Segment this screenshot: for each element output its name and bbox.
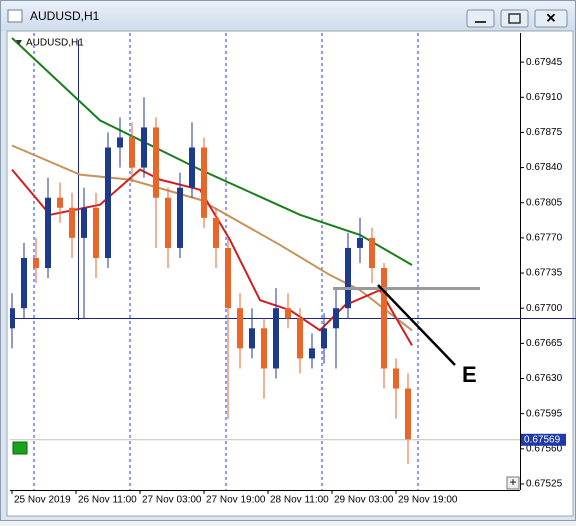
price-tag-label: 0.67569 [524,434,561,445]
x-tick-label: 29 Nov 19:00 [398,495,458,506]
candle-body [21,257,27,309]
y-tick-label: 0.67770 [526,233,563,244]
candle-body [81,207,87,238]
zoom-button[interactable] [506,476,520,490]
candle-body [153,127,159,198]
x-tick-label: 29 Nov 03:00 [334,495,394,506]
candle-body [93,207,99,258]
candle-body [345,247,351,309]
candle-body [285,308,291,319]
candle-body [405,388,411,440]
candle-body [261,328,267,369]
y-tick-label: 0.67735 [526,268,563,279]
candle-body [369,237,375,269]
candle-body [213,217,219,248]
candle-body [225,247,231,309]
x-tick-label: 28 Nov 11:00 [270,495,329,506]
candle-body [357,237,363,248]
candle-body [105,147,111,258]
candle-body [33,257,39,269]
y-tick-label: 0.67875 [526,127,563,138]
x-tick-label: 25 Nov 2019 [14,495,71,506]
candle-body [237,308,243,349]
candle-body [333,308,339,329]
x-tick-label: 27 Nov 03:00 [142,495,202,506]
candle-body [177,187,183,248]
candle-body [297,318,303,359]
y-tick-label: 0.67630 [526,373,563,384]
y-tick-label: 0.67945 [526,57,563,68]
candle-body [189,147,195,188]
minimize-button[interactable] [466,9,495,28]
y-tick-label: 0.67665 [526,338,563,349]
candle-body [45,197,51,269]
window-icon [7,9,23,23]
symbol-label: AUDUSD,H1 [26,38,84,49]
candle-body [129,137,135,168]
candle-body [165,197,171,248]
candle-body [141,127,147,168]
y-tick-label: 0.67525 [526,479,563,490]
candle-body [273,308,279,369]
x-tick-label: 27 Nov 19:00 [206,495,266,506]
price-tag [521,433,566,446]
x-tick-label: 26 Nov 11:00 [78,495,137,506]
candle-body [381,268,387,369]
window-buttons[interactable]: ✕ [466,9,568,28]
candle-body [57,197,63,208]
candle-body [10,308,15,329]
candle-body [201,147,207,218]
trade-indicator[interactable] [12,441,28,455]
y-tick-label: 0.67595 [526,408,563,419]
annotation: E [462,362,477,387]
candle-body [321,328,327,349]
candle-body [69,207,75,238]
candle-body [309,348,315,359]
chart-area [6,30,574,517]
candle-body [393,368,399,389]
maximize-button[interactable] [500,9,529,28]
close-icon: ✕ [546,10,557,25]
y-tick-label: 0.67840 [526,162,563,173]
y-tick-label: 0.67805 [526,197,563,208]
candle-body [249,328,255,349]
y-tick-label: 0.67560 [526,443,563,454]
moving-average [11,37,413,266]
trend-arrow [377,284,456,366]
symbol-icon [16,40,22,45]
candle-body [117,137,123,148]
y-tick-label: 0.67910 [526,92,563,103]
window-title: AUDUSD,H1 [30,9,100,23]
maximize-icon [508,13,521,24]
close-button[interactable] [534,9,568,28]
y-tick-label: 0.67700 [526,303,563,314]
zoom-icon: + [509,475,516,489]
